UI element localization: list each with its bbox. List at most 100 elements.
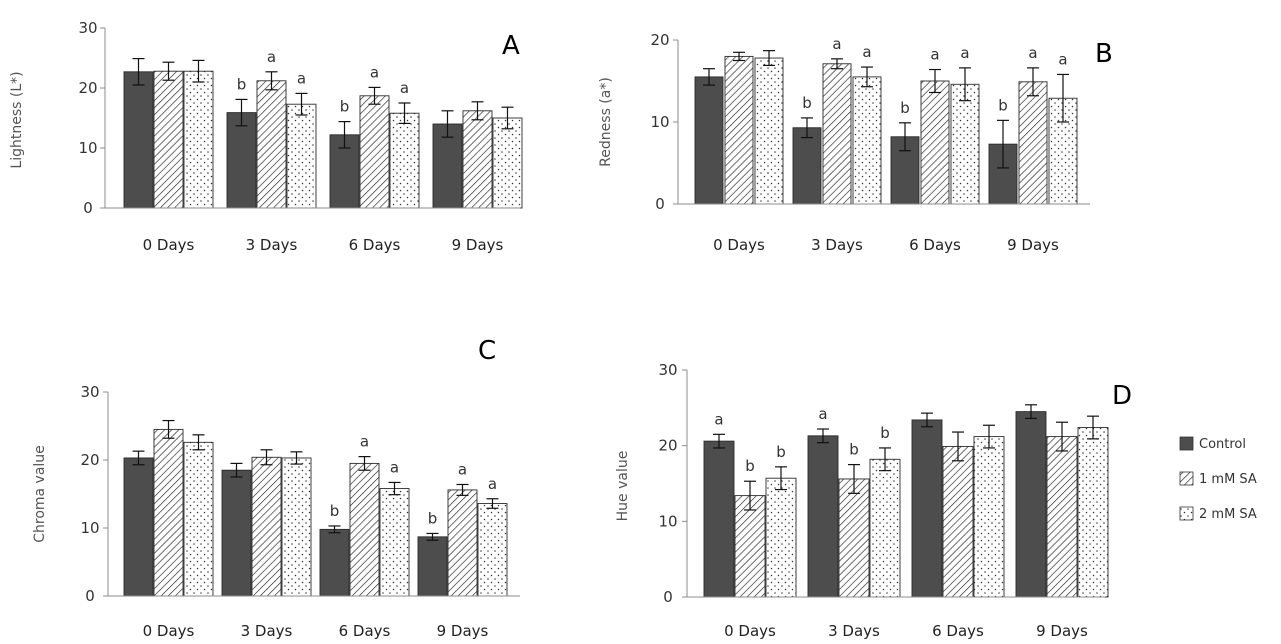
bar-1-mm-sa-6-days [920, 80, 950, 205]
y-tick-label: 10 [658, 512, 677, 530]
legend-swatch-control [1179, 436, 1194, 451]
bar-2-mm-sa-9-days [492, 117, 523, 209]
bar-1-mm-sa-3-days [822, 63, 852, 205]
significance-letter: b [802, 94, 812, 112]
significance-letter: a [360, 433, 369, 451]
significance-letter: b [776, 443, 786, 461]
bar-2-mm-sa-6-days [950, 83, 980, 205]
significance-letter: b [237, 75, 247, 93]
significance-letter: a [297, 69, 306, 87]
x-category-label: 9 Days [452, 236, 504, 254]
bar-1-mm-sa-0-days [153, 70, 184, 209]
bar-1-mm-sa-6-days [942, 445, 974, 598]
legend-swatch-2mm-sa [1179, 506, 1194, 521]
bar-control-0-days [703, 440, 735, 598]
x-category-label: 6 Days [349, 236, 401, 254]
significance-letter: a [390, 458, 399, 476]
legend-item-1mm-sa: 1 mM SA [1179, 471, 1257, 487]
x-category-label: 3 Days [241, 622, 293, 640]
bar-control-3-days [807, 435, 839, 598]
x-category-label: 9 Days [437, 622, 489, 640]
panel-label: A [502, 31, 520, 61]
x-category-label: 0 Days [143, 236, 195, 254]
x-category-label: 3 Days [246, 236, 298, 254]
x-category-label: 9 Days [1007, 236, 1059, 254]
x-category-label: 0 Days [713, 236, 765, 254]
bar-1-mm-sa-9-days [462, 110, 493, 209]
bar-control-3-days [792, 127, 822, 205]
significance-letter: a [1028, 44, 1037, 62]
y-axis-title: Chroma value [32, 445, 48, 543]
y-tick-label: 20 [80, 451, 99, 469]
bar-control-0-days [123, 71, 154, 209]
legend-label-control: Control [1199, 437, 1246, 452]
chart-panel-d: Hue value D 0 10 20 30 a b b 0 Days a b b 3 Days 6 D… [615, 361, 1132, 640]
bar-1-mm-sa-9-days [1046, 436, 1078, 598]
y-axis-title: Hue value [615, 451, 631, 522]
significance-letter: b [340, 98, 350, 116]
y-tick-label: 30 [658, 361, 677, 379]
legend-item-2mm-sa: 2 mM SA [1179, 506, 1257, 522]
bar-2-mm-sa-3-days [869, 458, 901, 598]
significance-letter: a [400, 79, 409, 97]
bar-2-mm-sa-6-days [389, 112, 420, 209]
legend: Control 1 mM SA 2 mM SA [1179, 436, 1257, 522]
bar-2-mm-sa-3-days [281, 457, 312, 597]
bar-control-6-days [319, 528, 350, 597]
x-category-label: 6 Days [909, 236, 961, 254]
bar-1-mm-sa-3-days [838, 478, 870, 598]
y-tick-label: 10 [650, 113, 669, 131]
y-tick-label: 0 [655, 195, 665, 213]
y-tick-label: 20 [650, 31, 669, 49]
bar-control-9-days [1015, 411, 1047, 598]
significance-letter: a [714, 410, 723, 428]
y-tick-label: 10 [78, 139, 97, 157]
significance-letter: b [745, 457, 755, 475]
bar-2-mm-sa-3-days [852, 76, 882, 205]
panel-label: B [1095, 39, 1113, 69]
chart-panel-b: Redness (a*) B 0 10 20 0 Days b a a 3 Days b a a 6 … [598, 31, 1113, 254]
significance-letter: a [818, 405, 827, 423]
y-tick-label: 0 [663, 588, 673, 606]
bar-control-6-days [911, 419, 943, 598]
x-category-label: 9 Days [1036, 622, 1088, 640]
significance-letter: a [930, 46, 939, 64]
legend-item-control: Control [1179, 436, 1246, 452]
y-tick-label: 20 [78, 79, 97, 97]
bar-1-mm-sa-3-days [251, 456, 282, 597]
bar-control-0-days [694, 76, 724, 205]
x-category-label: 3 Days [828, 622, 880, 640]
x-category-label: 0 Days [724, 622, 776, 640]
bar-1-mm-sa-9-days [447, 489, 478, 597]
y-tick-label: 10 [80, 519, 99, 537]
chart-panel-a: Lightness (L*) A 0 10 20 30 0 Days b a a 3 Days b… [9, 19, 523, 254]
y-axis-title: Lightness (L*) [9, 71, 25, 168]
significance-letter: a [832, 35, 841, 53]
legend-label-1mm-sa: 1 mM SA [1199, 472, 1257, 487]
significance-letter: a [488, 475, 497, 493]
bar-control-9-days [432, 123, 463, 209]
significance-letter: b [330, 502, 340, 520]
significance-letter: a [267, 48, 276, 66]
significance-letter: a [370, 63, 379, 81]
bar-1-mm-sa-0-days [153, 428, 184, 597]
bar-control-9-days [417, 536, 448, 597]
bar-1-mm-sa-0-days [734, 495, 766, 598]
y-tick-label: 30 [78, 19, 97, 37]
x-category-label: 0 Days [143, 622, 195, 640]
significance-letter: b [849, 441, 859, 459]
bar-1-mm-sa-6-days [349, 462, 380, 597]
bar-2-mm-sa-0-days [754, 57, 784, 205]
y-tick-label: 30 [80, 383, 99, 401]
y-tick-label: 0 [83, 199, 93, 217]
x-category-label: 6 Days [339, 622, 391, 640]
bar-2-mm-sa-9-days [1077, 427, 1109, 598]
bar-2-mm-sa-3-days [286, 103, 317, 209]
bar-1-mm-sa-3-days [256, 80, 287, 209]
panel-label: C [478, 336, 496, 366]
bar-control-0-days [123, 457, 154, 597]
bar-control-3-days [226, 112, 257, 209]
x-category-label: 3 Days [811, 236, 863, 254]
legend-label-2mm-sa: 2 mM SA [1199, 507, 1257, 522]
significance-letter: a [1058, 50, 1067, 68]
